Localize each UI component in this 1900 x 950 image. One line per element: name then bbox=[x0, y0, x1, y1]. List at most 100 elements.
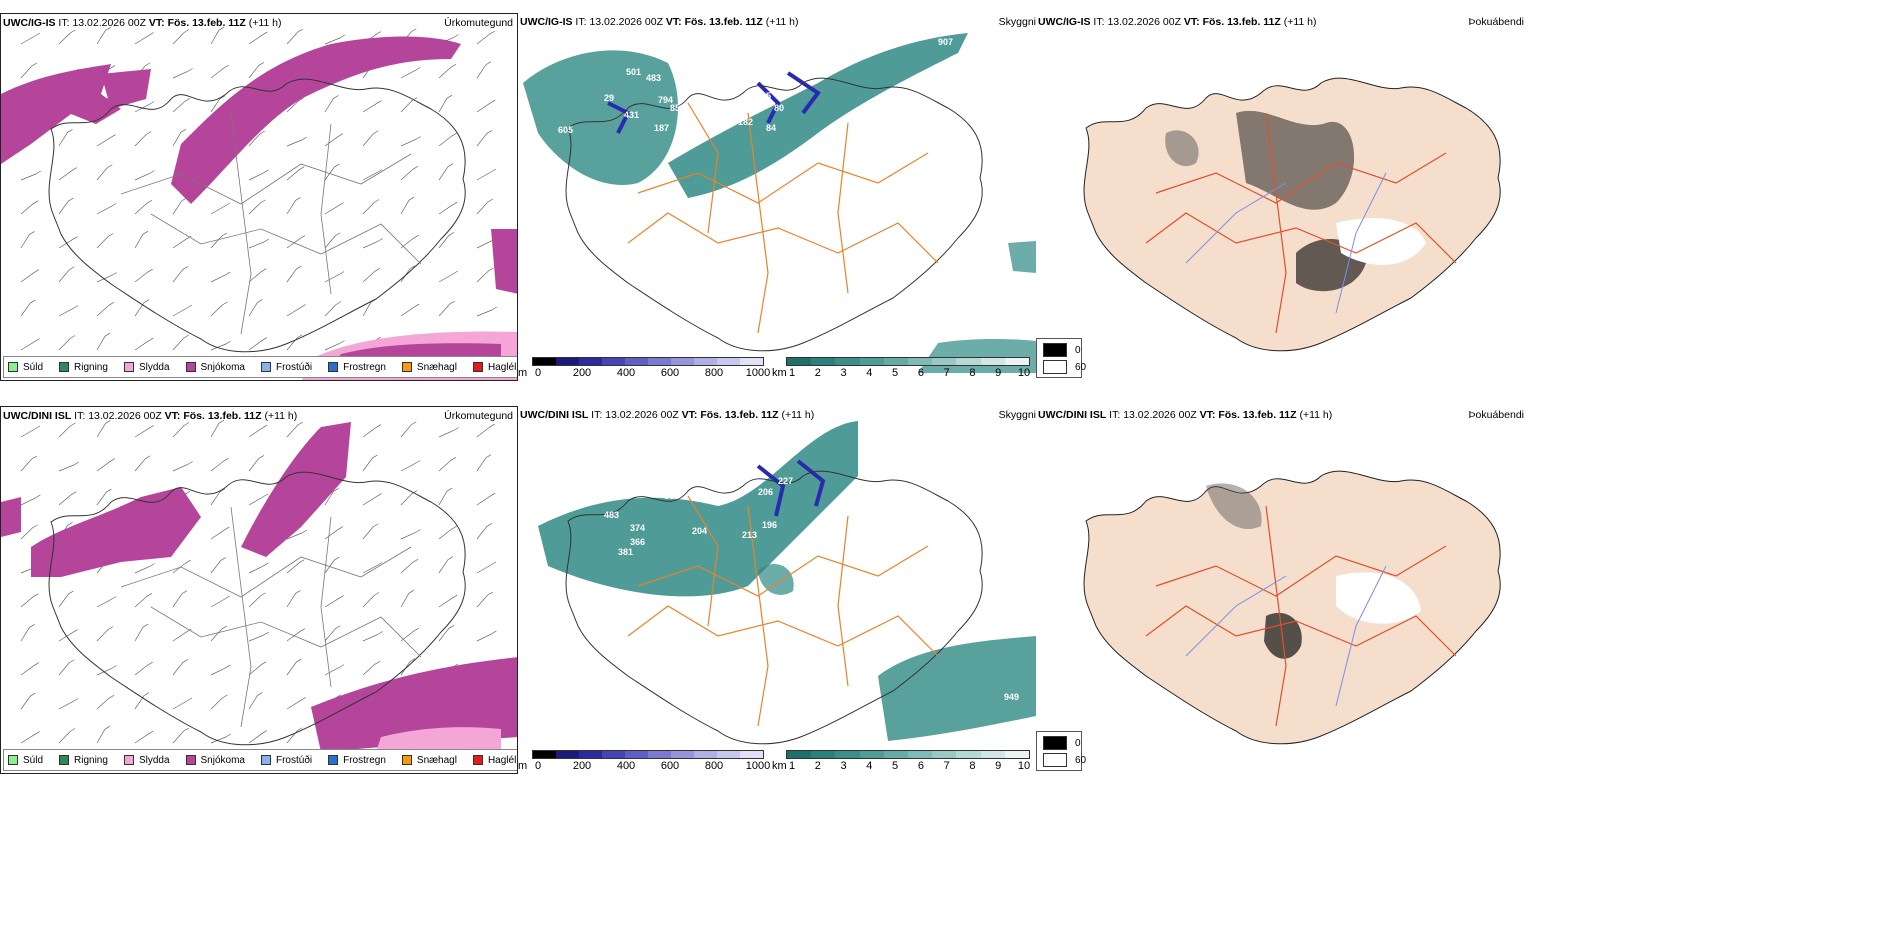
wind-barb bbox=[20, 593, 39, 608]
wind-barb bbox=[20, 494, 41, 506]
wind-barb bbox=[20, 425, 41, 438]
wind-barb bbox=[248, 692, 263, 710]
colorbar-tick: 400 bbox=[616, 367, 636, 379]
wind-barb bbox=[324, 556, 340, 574]
wind-barb bbox=[324, 271, 345, 283]
wind-barb bbox=[248, 455, 265, 472]
iceland-outline bbox=[48, 471, 466, 746]
wind-barb bbox=[172, 29, 190, 45]
wind-barb bbox=[210, 202, 231, 215]
panel-title: Skyggni bbox=[998, 16, 1036, 28]
wind-barb bbox=[210, 64, 229, 79]
wind-barb bbox=[58, 167, 78, 181]
wind-barb bbox=[476, 561, 497, 574]
wind-barb bbox=[58, 236, 78, 249]
wind-barb bbox=[476, 630, 497, 642]
wind-barb bbox=[400, 460, 421, 472]
wind-barb bbox=[248, 31, 268, 45]
legend-swatch bbox=[185, 755, 196, 765]
wind-barb bbox=[20, 170, 42, 181]
wind-barb bbox=[362, 298, 377, 317]
colorbar-segment bbox=[694, 358, 717, 365]
wind-barb bbox=[286, 559, 305, 574]
wind-barb bbox=[286, 304, 306, 317]
wind-barb bbox=[210, 733, 232, 744]
wind-barb bbox=[324, 133, 344, 147]
wind-barb bbox=[172, 422, 190, 438]
svg-text:366: 366 bbox=[630, 537, 645, 547]
wind-barb bbox=[324, 95, 339, 113]
wind-barb bbox=[286, 529, 308, 540]
wind-barb bbox=[172, 197, 188, 215]
wind-barb bbox=[476, 61, 492, 79]
legend-item-6: Snæhagl bbox=[401, 755, 457, 766]
legend-label: Haglél bbox=[487, 361, 517, 373]
wind-barb bbox=[400, 136, 421, 147]
road-network bbox=[627, 102, 939, 334]
svg-text:221: 221 bbox=[736, 103, 751, 113]
wind-barb bbox=[134, 563, 155, 574]
fog-map bbox=[1083, 77, 1501, 352]
snow-area bbox=[101, 69, 151, 109]
fog-panel-row2: UWC/DINI ISL IT: 13.02.2026 00Z VT: Fös.… bbox=[1036, 406, 1528, 774]
wind-barb bbox=[248, 299, 263, 317]
wind-barb bbox=[20, 524, 38, 540]
wind-barb bbox=[476, 423, 495, 438]
panel-title: Úrkomutegund bbox=[444, 17, 513, 29]
snow-area bbox=[31, 487, 201, 577]
wind-barb bbox=[58, 266, 75, 283]
wind-barb bbox=[20, 662, 40, 676]
height-labels: 827 807 483 374 366 381 204 213 196 206 … bbox=[604, 468, 1019, 702]
wind-barb bbox=[362, 199, 380, 215]
wind-barb bbox=[172, 727, 189, 744]
wind-barb bbox=[476, 306, 498, 317]
wind-barb bbox=[248, 130, 265, 147]
wind-barb bbox=[172, 461, 193, 472]
wind-barb bbox=[172, 304, 193, 317]
colorbar-segment bbox=[908, 358, 933, 365]
wind-barb bbox=[210, 340, 232, 351]
visibility-map: 501 483 794 853 29 431 187 605 221 182 2… bbox=[523, 33, 1036, 373]
colorbar-tick: 800 bbox=[704, 367, 724, 379]
wind-barb bbox=[324, 664, 345, 676]
legend-swatch bbox=[59, 362, 70, 372]
wind-barb bbox=[248, 424, 268, 438]
wind-barb bbox=[476, 99, 496, 113]
wind-barb bbox=[248, 238, 270, 249]
colorbar-tick: 6 bbox=[917, 367, 924, 379]
wind-barb bbox=[248, 62, 265, 79]
wind-barb bbox=[248, 631, 270, 642]
colorbar-segment bbox=[717, 358, 740, 365]
wind-barb bbox=[248, 268, 267, 283]
colorbar-tick: 4 bbox=[866, 367, 873, 379]
svg-text:84: 84 bbox=[766, 123, 776, 133]
iceland-land bbox=[1083, 470, 1501, 745]
wind-barb bbox=[286, 421, 303, 438]
colorbar-unit: m bbox=[518, 760, 528, 772]
fog-area bbox=[1165, 130, 1199, 167]
colorbar-tick: 8 bbox=[969, 760, 976, 772]
colorbar-tick: 800 bbox=[704, 760, 724, 772]
colorbar-segment bbox=[556, 751, 579, 758]
colorbar-segment bbox=[883, 751, 909, 758]
wind-barb bbox=[362, 130, 379, 147]
wind-barb bbox=[248, 661, 267, 676]
wind-barb bbox=[96, 458, 116, 472]
wind-barb bbox=[438, 525, 457, 540]
wind-barb bbox=[476, 198, 493, 215]
wind-barb bbox=[438, 625, 455, 642]
wind-barb bbox=[20, 200, 39, 215]
wind-barb bbox=[400, 558, 419, 574]
wind-barb bbox=[134, 268, 153, 283]
fog-dense-area bbox=[1236, 110, 1355, 210]
colorbar-strip bbox=[532, 357, 764, 366]
wind-barb bbox=[210, 301, 228, 317]
wind-barb bbox=[20, 32, 41, 45]
snow-area bbox=[171, 36, 461, 204]
colorbar-segment bbox=[980, 751, 1005, 758]
legend-label: Frostúði bbox=[275, 754, 313, 766]
wind-barb bbox=[96, 694, 115, 710]
colorbar-segment bbox=[835, 751, 860, 758]
wind-barb bbox=[210, 625, 227, 642]
colorbar-segment bbox=[811, 358, 836, 365]
